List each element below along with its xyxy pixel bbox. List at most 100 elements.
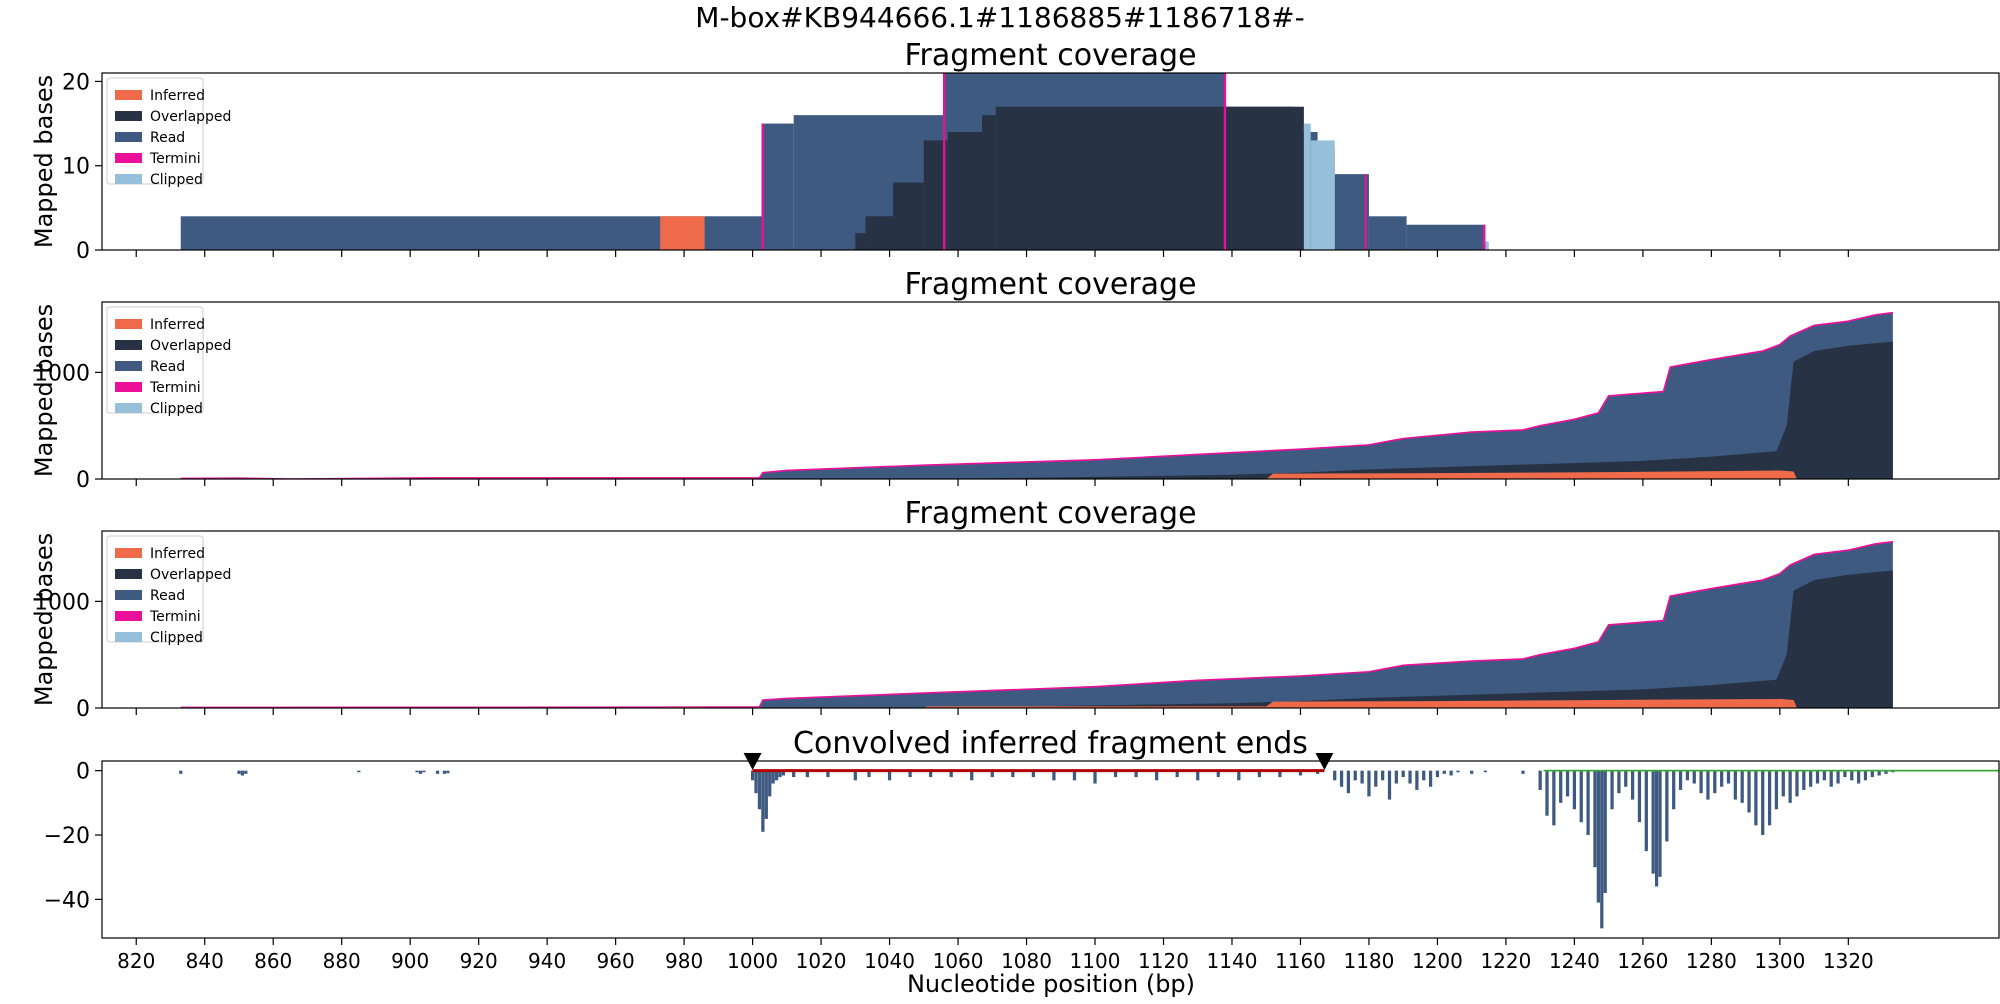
coverage-step-termini-3	[1223, 73, 1227, 250]
coverage-step-termini-1	[761, 123, 764, 250]
convolved-bar-56	[1381, 770, 1385, 781]
legend-swatch-clipped	[115, 632, 142, 642]
convolved-bar-76	[1572, 770, 1577, 810]
coverage-step-termini-4	[1364, 174, 1367, 250]
y-tick-label: 0	[76, 697, 90, 722]
convolved-bar-60	[1408, 770, 1412, 784]
legend-swatch-inferred	[115, 319, 142, 329]
convolved-bar-64	[1435, 770, 1440, 778]
legend-swatch-overlapped	[115, 111, 142, 121]
legend-label-termini: Termini	[149, 151, 201, 167]
legend-swatch-overlapped	[115, 569, 142, 579]
panel-2-plot-area	[180, 311, 1893, 479]
convolved-bar-122	[1870, 770, 1874, 778]
convolved-bar-50	[1339, 770, 1344, 787]
convolved-bar-28	[908, 770, 912, 778]
convolved-bar-105	[1754, 770, 1758, 826]
x-tick-label: 1200	[1412, 949, 1463, 973]
coverage-step-overlapped-2	[865, 216, 893, 250]
coverage-step-overlapped-8	[1276, 106, 1304, 250]
x-tick-label: 1120	[1138, 949, 1189, 973]
convolved-bar-86	[1630, 770, 1635, 800]
convolved-bar-19	[774, 770, 779, 781]
convolved-bar-31	[970, 770, 974, 781]
convolved-bar-55	[1374, 770, 1378, 787]
convolved-bar-46	[1278, 770, 1282, 778]
coverage-step-overlapped-3	[892, 182, 924, 250]
panel-2-frame	[101, 301, 2000, 480]
convolved-bar-120	[1856, 770, 1861, 784]
convolved-bar-22	[792, 770, 796, 778]
convolved-bar-71	[1538, 770, 1542, 790]
convolved-bar-9	[435, 770, 440, 774]
coverage-area-read	[180, 312, 1893, 479]
legend-swatch-clipped	[115, 403, 142, 413]
coverage-step-termini-2	[942, 73, 946, 250]
convolved-bar-15	[761, 770, 765, 832]
panel-1-plot-area	[180, 73, 1489, 250]
convolved-bar-24	[826, 770, 830, 778]
x-tick-label: 920	[460, 949, 498, 973]
convolved-bar-18	[771, 770, 775, 784]
panel-2-y-axis-label: Mapped bases	[30, 304, 58, 477]
legend-swatch-read	[115, 132, 142, 142]
coverage-step-clipped-3	[1485, 241, 1489, 250]
panel-2-legend: Inferred Overlapped Read Termini Clipped	[106, 306, 231, 417]
convolved-bar-101	[1726, 770, 1731, 784]
x-tick-label: 880	[323, 949, 361, 973]
convolved-bar-81	[1600, 770, 1604, 929]
convolved-bar-25	[853, 770, 857, 781]
convolved-bar-40	[1155, 770, 1159, 781]
x-tick-label: 1220	[1480, 949, 1531, 973]
convolved-bar-113	[1809, 770, 1813, 787]
convolved-bar-7	[418, 770, 423, 774]
convolved-bar-43	[1216, 770, 1220, 778]
y-tick-label: 0	[76, 239, 90, 264]
panel-3-plot-area	[180, 540, 1893, 708]
convolved-bar-93	[1672, 770, 1676, 810]
convolved-bar-107	[1767, 770, 1772, 826]
convolved-bar-121	[1863, 770, 1868, 781]
x-tick-label: 940	[528, 949, 566, 973]
coverage-step-overlapped-5	[947, 132, 983, 250]
x-tick-label: 900	[391, 949, 429, 973]
convolved-bar-61	[1415, 770, 1419, 790]
convolved-bar-111	[1795, 770, 1799, 797]
convolved-bar-39	[1134, 770, 1138, 778]
convolved-bar-1	[179, 770, 183, 774]
convolved-bar-17	[768, 770, 772, 797]
panel-1-title: Fragment coverage	[904, 38, 1196, 73]
legend-label-clipped: Clipped	[150, 172, 203, 188]
x-tick-label: 960	[597, 949, 635, 973]
coverage-area-overlapped	[923, 570, 1893, 708]
convolved-bar-68	[1470, 770, 1474, 774]
x-tick-label: 1240	[1549, 949, 1600, 973]
convolved-bar-77	[1579, 770, 1583, 823]
convolved-bar-91	[1658, 770, 1662, 877]
coverage-step-read-2	[762, 123, 794, 250]
convolved-bar-52	[1353, 770, 1357, 781]
convolved-bar-90	[1654, 770, 1659, 887]
convolved-bar-108	[1774, 770, 1779, 810]
x-tick-label: 1020	[796, 949, 847, 973]
convolved-bar-98	[1706, 770, 1710, 800]
y-tick-label: −20	[44, 824, 90, 849]
x-tick-label: 1160	[1275, 949, 1326, 973]
convolved-bar-47	[1298, 770, 1303, 776]
panel-3-frame	[101, 530, 2000, 709]
convolved-bar-112	[1802, 770, 1806, 790]
convolved-bar-10	[442, 770, 447, 774]
convolved-bar-84	[1617, 770, 1621, 794]
convolved-bar-14	[757, 770, 762, 810]
convolved-bar-70	[1521, 770, 1525, 774]
convolved-bar-42	[1196, 770, 1200, 781]
coverage-area-overlapped	[923, 341, 1893, 479]
legend-label-inferred: Inferred	[150, 88, 205, 104]
y-tick-label: 20	[62, 70, 90, 95]
convolved-bar-63	[1428, 770, 1433, 787]
x-axis-label: Nucleotide position (bp)	[907, 970, 1195, 998]
convolved-bar-48	[1315, 770, 1320, 774]
panel-2-title: Fragment coverage	[904, 267, 1196, 302]
